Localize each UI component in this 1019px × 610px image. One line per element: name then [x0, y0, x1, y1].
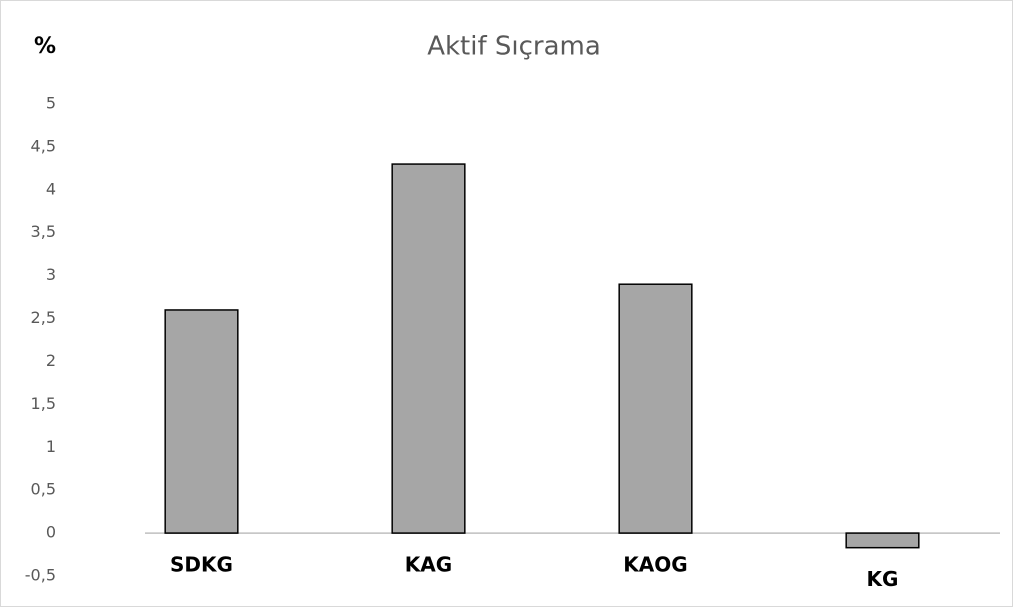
- y-tick-label: 2,5: [31, 308, 56, 327]
- y-tick-label: 4: [46, 179, 56, 198]
- y-tick-label: 4,5: [31, 136, 56, 155]
- y-tick-label: 0,5: [31, 480, 56, 499]
- y-axis-label: %: [34, 34, 56, 59]
- x-tick-label: SDKG: [170, 553, 233, 577]
- y-tick-label: 0: [46, 523, 56, 542]
- y-tick-label: -0,5: [25, 566, 56, 585]
- y-tick-label: 1: [46, 437, 56, 456]
- bar: [164, 309, 239, 534]
- y-tick-label: 1,5: [31, 394, 56, 413]
- y-tick-label: 3,5: [31, 222, 56, 241]
- x-tick-label: KAOG: [623, 553, 687, 577]
- x-tick-label: KG: [867, 567, 899, 591]
- bar: [845, 532, 920, 549]
- x-tick-label: KAG: [405, 553, 452, 577]
- y-tick-label: 5: [46, 94, 56, 113]
- y-tick-label: 2: [46, 351, 56, 370]
- y-tick-label: 3: [46, 265, 56, 284]
- bar: [618, 283, 693, 534]
- chart-title: Aktif Sıçrama: [427, 32, 601, 62]
- bar: [391, 163, 466, 534]
